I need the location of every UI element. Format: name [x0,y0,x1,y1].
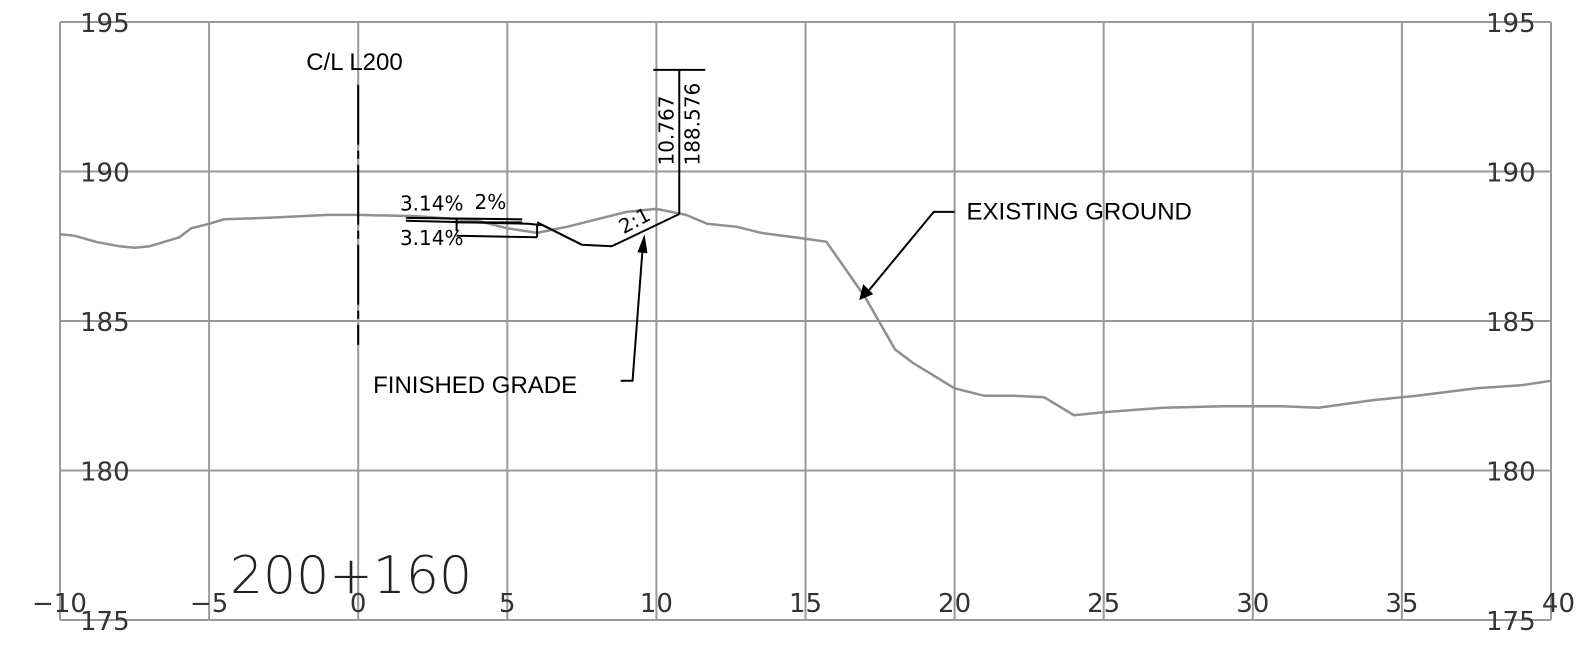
elevation-value: 188.576 [680,83,704,166]
y-tick-label-left: 185 [80,308,130,338]
slope-marker-line [456,234,538,239]
existing-ground-leader [868,210,955,291]
finished-grade-label: FINISHED GRADE [373,372,577,399]
slope-label-upper: 3.14% [400,191,464,215]
x-tick-label: 15 [789,589,822,619]
x-tick-label: 10 [640,589,673,619]
side-slope-label: 2:1 [615,202,655,238]
y-tick-label-right: 190 [1486,159,1536,189]
y-tick-label-right: 180 [1486,458,1536,488]
x-tick-label: 25 [1087,589,1120,619]
x-tick-label: −5 [190,589,228,619]
x-tick-label: 20 [938,589,971,619]
y-tick-label-left: 190 [80,159,130,189]
grid [59,21,1552,621]
existing-ground-label: EXISTING GROUND [967,198,1192,225]
x-tick-label: 5 [499,589,516,619]
offset-value: 10.767 [654,96,678,166]
x-tick-label: 40 [1542,589,1575,619]
x-tick-label: 30 [1236,589,1269,619]
y-axis-left: 175 180 185 190 195 [80,9,130,637]
slope-label-lower: 3.14% [400,226,464,250]
station-label: 200+160 [230,546,472,606]
y-tick-label-right: 175 [1486,607,1536,637]
existing-ground-line [59,207,1552,417]
y-tick-label-right: 195 [1486,9,1536,39]
finished-grade-arrowhead [637,234,648,254]
y-axis-right: 175 180 185 190 195 [1486,9,1536,637]
y-tick-label-left: 195 [80,9,130,39]
slope-marker-line [405,216,523,221]
cross-slope-label: 2% [474,190,506,214]
y-tick-label-left: 180 [80,458,130,488]
finished-grade-leader [620,250,644,382]
existing-ground-arrowhead [859,284,874,301]
x-tick-label: 0 [350,589,367,619]
x-axis: −10 −5 0 5 10 15 20 25 30 35 40 [32,589,1575,619]
slope-markers [405,216,583,246]
x-tick-label: 35 [1385,589,1418,619]
y-tick-label-right: 185 [1486,308,1536,338]
y-tick-label-left: 175 [80,607,130,637]
slope-marker-line [536,221,583,246]
centerline-label: C/L L200 [306,49,403,76]
x-tick-label: −10 [32,589,87,619]
